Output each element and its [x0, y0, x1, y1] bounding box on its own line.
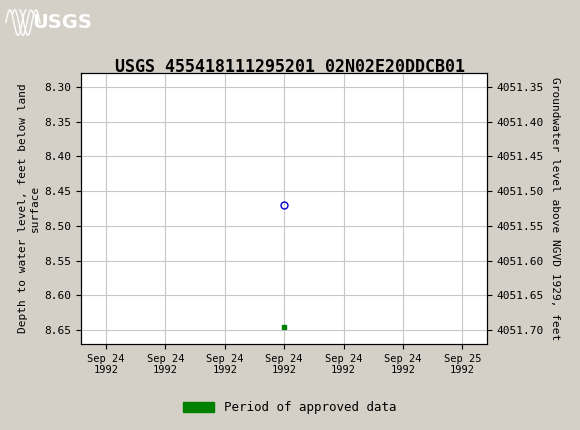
Y-axis label: Groundwater level above NGVD 1929, feet: Groundwater level above NGVD 1929, feet: [550, 77, 560, 340]
Text: USGS 455418111295201 02N02E20DDCB01: USGS 455418111295201 02N02E20DDCB01: [115, 58, 465, 76]
Legend: Period of approved data: Period of approved data: [178, 396, 402, 419]
Text: USGS: USGS: [32, 13, 92, 32]
Y-axis label: Depth to water level, feet below land
surface: Depth to water level, feet below land su…: [18, 84, 41, 333]
